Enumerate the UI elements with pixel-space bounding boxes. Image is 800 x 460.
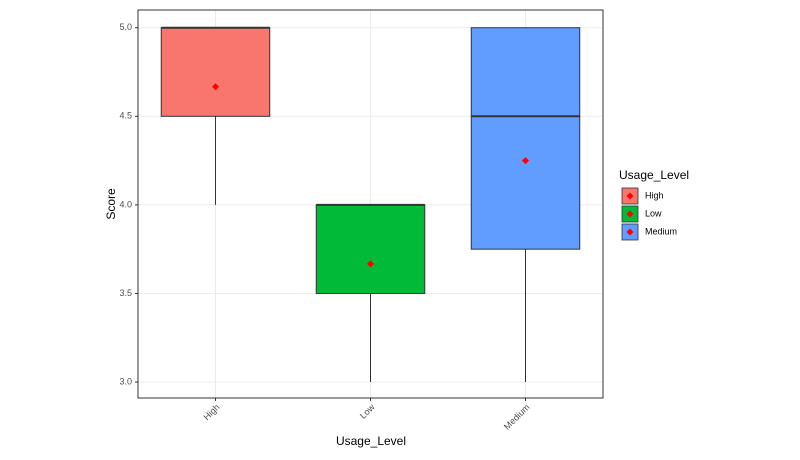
legend-label: High [645,190,664,200]
box [160,27,271,117]
legend-key-mean [626,192,634,200]
y-tick-label: 3.5 [119,288,132,298]
x-axis-title: Usage_Level [336,434,406,448]
x-tick-label: Low [358,402,377,421]
box [470,27,581,250]
y-tick-label: 4.0 [119,199,132,209]
mean-point [367,260,374,268]
legend-key-mean [626,228,634,236]
legend-label: Low [645,208,662,218]
legend-title: Usage_Level [619,168,689,182]
marks [160,26,581,383]
box [315,204,426,294]
y-axis-title: Score [104,188,118,220]
legend-key-mean [626,210,634,218]
mean-point [212,83,219,91]
y-tick-label: 4.5 [119,111,132,121]
y-tick-label: 5.0 [119,22,132,32]
x-tick-label: Medium [502,402,532,432]
x-tick-label: High [201,402,221,422]
mean-point [522,157,529,165]
legend-label: Medium [645,226,677,236]
y-tick-label: 3.0 [119,376,132,386]
